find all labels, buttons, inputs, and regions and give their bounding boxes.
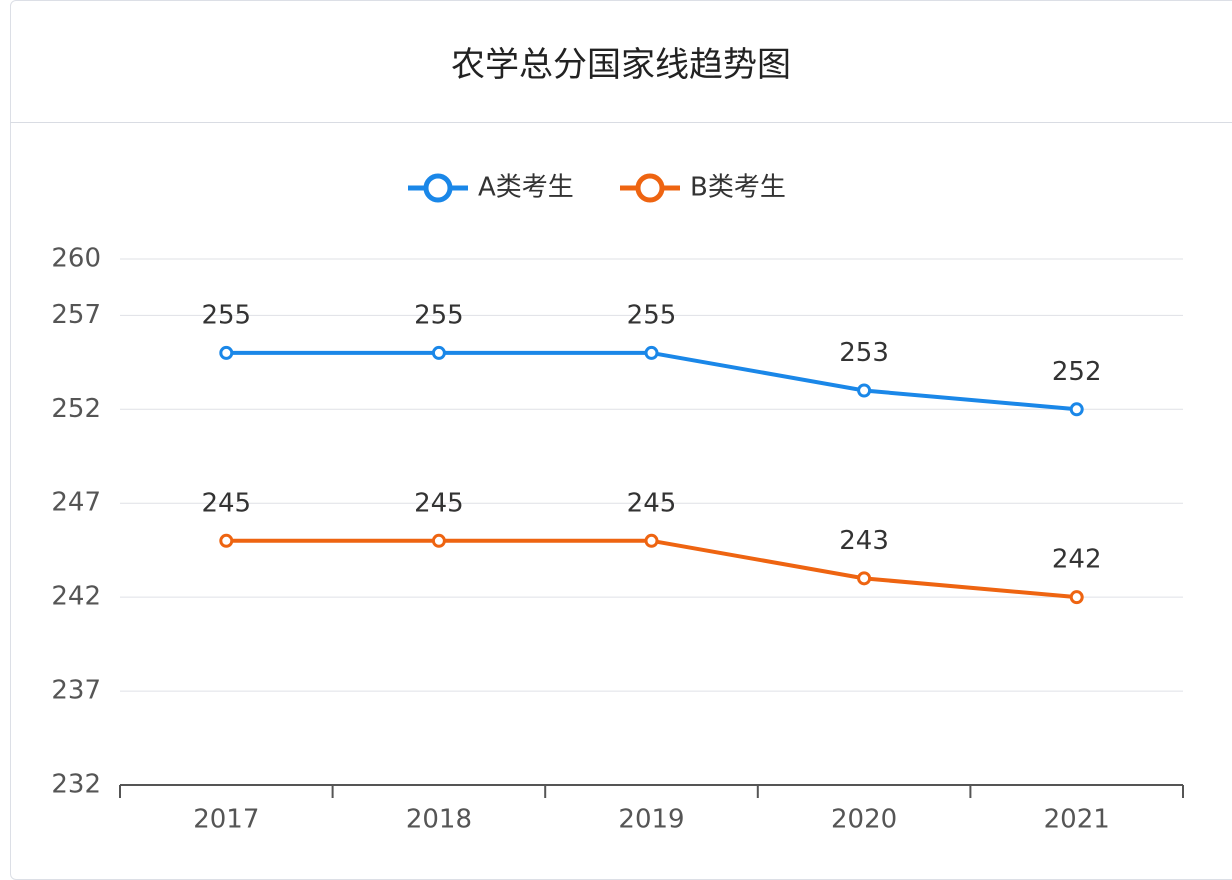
legend-marker: [423, 173, 453, 203]
y-tick-label: 242: [51, 582, 101, 612]
y-tick-label: 237: [51, 676, 101, 706]
data-point: [219, 533, 234, 548]
x-tick-label: 2020: [831, 805, 897, 835]
y-tick-label: 260: [51, 244, 101, 274]
data-label: 245: [414, 488, 464, 518]
data-label: 252: [1052, 357, 1102, 387]
data-point: [857, 383, 872, 398]
data-point: [644, 345, 659, 360]
data-label: 242: [1052, 545, 1102, 575]
data-point: [431, 345, 446, 360]
x-tick-label: 2018: [406, 805, 472, 835]
series-line: [226, 350, 1077, 412]
data-label: 245: [201, 488, 251, 518]
series-line: [226, 538, 1077, 600]
data-point: [1069, 402, 1084, 417]
y-tick-label: 252: [51, 394, 101, 424]
data-label: 243: [839, 526, 889, 556]
legend-label: A类考生: [478, 173, 574, 203]
data-label: 255: [201, 300, 251, 330]
data-label: 255: [414, 300, 464, 330]
chart-title: 农学总分国家线趋势图: [451, 44, 791, 85]
data-label: 253: [839, 338, 889, 368]
legend-label: B类考生: [690, 173, 786, 203]
y-tick-label: 247: [51, 488, 101, 518]
y-tick-label: 232: [51, 770, 101, 800]
x-tick-label: 2017: [193, 805, 259, 835]
legend-marker: [635, 173, 665, 203]
header: 农学总分国家线趋势图: [10, 0, 1232, 123]
x-tick-label: 2021: [1044, 805, 1110, 835]
y-tick-label: 257: [51, 300, 101, 330]
data-point: [857, 571, 872, 586]
data-point: [1069, 590, 1084, 605]
data-point: [219, 345, 234, 360]
data-label: 245: [627, 488, 677, 518]
data-point: [644, 533, 659, 548]
x-tick-label: 2019: [618, 805, 684, 835]
data-label: 255: [627, 300, 677, 330]
data-point: [431, 533, 446, 548]
